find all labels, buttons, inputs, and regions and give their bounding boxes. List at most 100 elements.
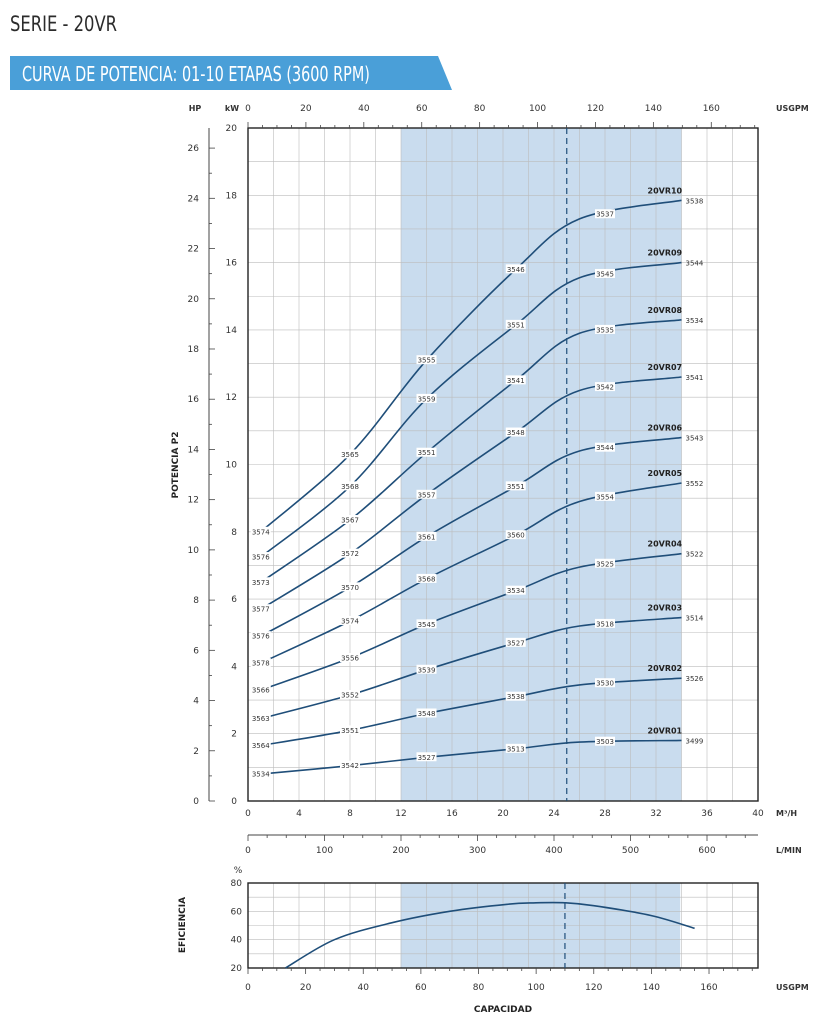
curve-point-label: 3574 xyxy=(341,617,359,625)
curve-20vr07 xyxy=(260,376,682,610)
curve-point-label-bg xyxy=(505,691,526,701)
curve-point-label: 3542 xyxy=(341,762,359,770)
curve-point-label: 3551 xyxy=(507,483,525,491)
y-tick-eff: 20 xyxy=(231,964,243,974)
curve-name-20vr09: 20VR09 xyxy=(648,249,683,258)
curve-end-label: 3522 xyxy=(686,551,704,559)
x-tick-m3h: 20 xyxy=(497,809,509,819)
curve-point-label-bg xyxy=(250,740,271,750)
curve-point-label: 3570 xyxy=(341,584,359,592)
curve-point-label: 3525 xyxy=(596,560,614,568)
x-tick-usgpm: 160 xyxy=(703,104,720,114)
x-tick-lmin: 100 xyxy=(316,846,333,856)
x-axis-label: CAPACIDAD xyxy=(474,1005,532,1015)
curve-point-label-bg xyxy=(250,713,271,723)
curve-point-label-bg xyxy=(340,760,360,770)
x-unit-lmin: L/MIN xyxy=(776,846,802,855)
curve-point-label: 3537 xyxy=(596,211,614,219)
curve-name-20vr08: 20VR08 xyxy=(648,306,683,315)
curve-point-label: 3527 xyxy=(418,754,436,762)
x-tick-m3h: 40 xyxy=(752,809,764,819)
curve-point-label-bg xyxy=(340,615,360,625)
curve-point-label-bg xyxy=(340,481,360,491)
y-tick-hp: 10 xyxy=(188,546,200,556)
curve-point-label: 3568 xyxy=(418,575,436,583)
curve-point-label: 3548 xyxy=(418,710,436,718)
curve-point-label-bg xyxy=(505,530,526,540)
curve-point-label-bg xyxy=(250,631,271,641)
curve-20vr08 xyxy=(260,319,682,583)
curve-point-label: 3530 xyxy=(596,680,614,688)
curve-point-label: 3539 xyxy=(418,666,436,674)
y-tick-hp: 24 xyxy=(188,194,200,204)
x-tick-usgpm: 0 xyxy=(245,983,251,993)
curve-point-label: 3534 xyxy=(507,587,525,595)
plot-frame xyxy=(247,127,759,802)
curve-point-label: 3513 xyxy=(507,745,525,753)
y-tick-hp: 4 xyxy=(193,697,199,707)
curve-point-label-bg xyxy=(416,393,437,403)
curve-point-label: 3568 xyxy=(341,483,359,491)
curve-point-label: 3561 xyxy=(418,533,436,541)
curve-point-label-bg xyxy=(505,264,526,274)
x-tick-usgpm: 100 xyxy=(529,104,546,114)
curve-point-label: 3573 xyxy=(252,579,270,587)
curve-end-label: 3514 xyxy=(686,615,704,623)
power-chart: 0 4 8 12 16 20 24 28 32 36 40 M³/H0 100 200 300 400 500 6… xyxy=(171,104,809,856)
curve-point-label: 3545 xyxy=(418,621,436,629)
banner-shape xyxy=(10,56,452,90)
curve-point-label-bg xyxy=(250,684,271,694)
y-tick-kw: 0 xyxy=(231,797,237,807)
curve-point-label: 3551 xyxy=(507,321,525,329)
curve-point-label-bg xyxy=(250,552,271,562)
curve-point-label: 3578 xyxy=(252,660,270,668)
x-tick-m3h: 28 xyxy=(599,809,611,819)
y-tick-hp: 8 xyxy=(193,596,199,606)
curve-point-label-bg xyxy=(505,743,526,753)
curve-point-label: 3551 xyxy=(341,727,359,735)
y-tick-hp: 12 xyxy=(188,496,199,506)
curve-point-label-bg xyxy=(250,769,271,779)
curve-point-label-bg xyxy=(416,531,437,541)
x-tick-usgpm: 120 xyxy=(587,104,604,114)
y-axis-label: EFICIENCIA xyxy=(178,897,188,953)
curve-point-label-bg xyxy=(416,752,437,762)
curve-point-label: 3556 xyxy=(341,654,359,662)
curve-point-label: 3541 xyxy=(507,377,525,385)
curve-point-label-bg xyxy=(595,558,615,568)
curve-point-label-bg xyxy=(595,382,615,392)
curve-20vr09 xyxy=(260,261,682,558)
curve-point-label: 3542 xyxy=(596,384,614,392)
curve-point-label: 3555 xyxy=(418,357,436,365)
x-tick-usgpm: 60 xyxy=(415,983,427,993)
x-tick-lmin: 600 xyxy=(698,846,715,856)
curve-point-label: 3534 xyxy=(252,771,270,779)
curve-name-20vr02: 20VR02 xyxy=(648,664,683,673)
x-tick-usgpm: 160 xyxy=(700,983,717,993)
y-tick-hp: 22 xyxy=(188,245,199,255)
curve-point-label-bg xyxy=(340,449,360,459)
curve-point-label-bg xyxy=(416,708,437,718)
curve-point-label-bg xyxy=(505,319,526,329)
curve-end-label: 3534 xyxy=(686,317,704,325)
curve-point-label: 3552 xyxy=(341,692,359,700)
x-tick-usgpm: 100 xyxy=(528,983,545,993)
y-tick-kw: 18 xyxy=(226,191,238,201)
curve-end-label: 3526 xyxy=(686,675,704,683)
y-tick-eff: 60 xyxy=(231,907,243,917)
curve-point-label-bg xyxy=(505,427,526,437)
curve-point-label-bg xyxy=(595,209,615,219)
curve-point-label-bg xyxy=(416,355,437,365)
x-tick-usgpm: 0 xyxy=(245,104,251,114)
curve-point-label: 3564 xyxy=(252,742,270,750)
curve-point-label: 3567 xyxy=(341,517,359,525)
plot-frame xyxy=(247,882,759,969)
curve-point-label: 3551 xyxy=(418,449,436,457)
curve-point-label-bg xyxy=(505,481,526,491)
curve-point-label-bg xyxy=(250,604,271,614)
x-tick-usgpm: 140 xyxy=(643,983,660,993)
curve-point-label-bg xyxy=(340,582,360,592)
curve-point-label-bg xyxy=(416,573,437,583)
x-tick-lmin: 400 xyxy=(545,846,562,856)
